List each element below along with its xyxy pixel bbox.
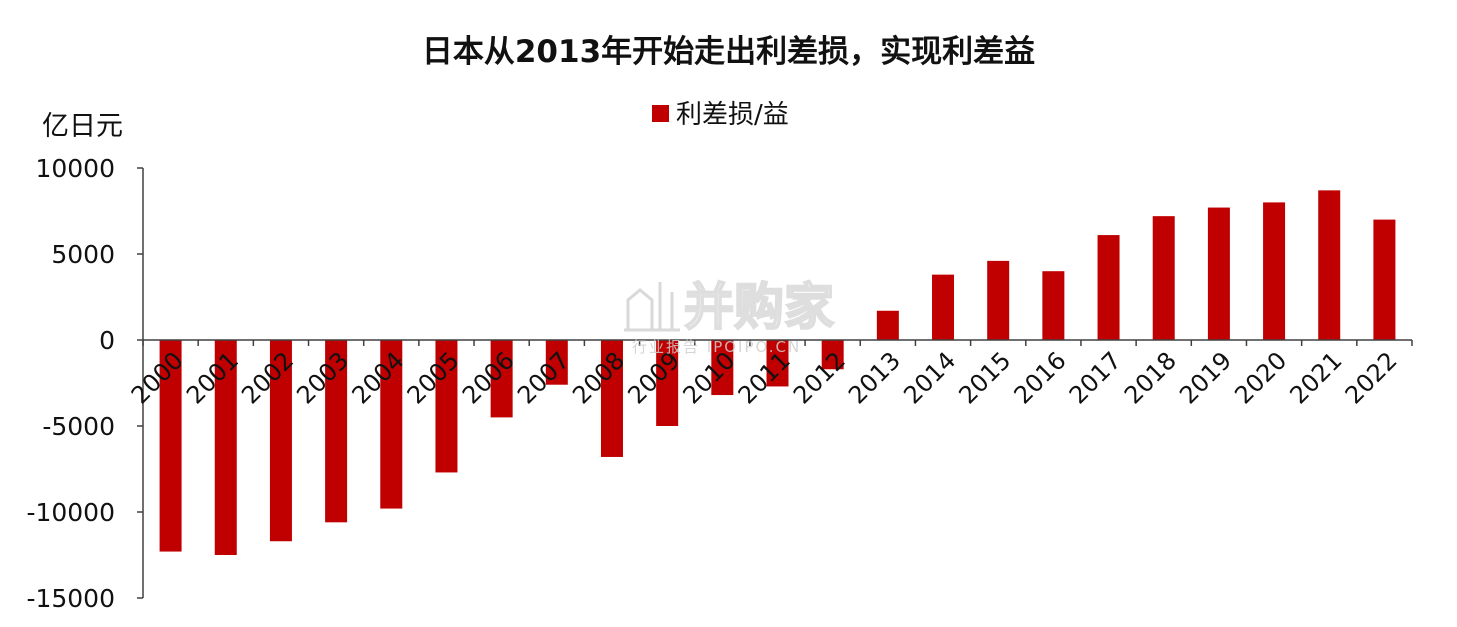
bar-2005 [435,340,458,473]
bar-2009 [656,340,679,426]
y-axis-unit-label: 亿日元 [42,111,123,142]
y-tick-label: -10000 [26,498,115,527]
bar-2007 [545,340,568,385]
x-tick-label: 2020 [1229,346,1292,409]
bar-2013 [876,310,899,340]
bar-2011 [766,340,789,387]
legend-label: 利差损/益 [676,100,789,130]
x-tick-label: 2016 [1009,346,1072,409]
y-tick-label: 5000 [51,240,115,269]
x-tick-label: 2018 [1119,346,1182,409]
bar-2002 [269,340,292,542]
bar-2021 [1318,190,1341,340]
y-tick-label: 10000 [35,154,115,183]
x-axis [142,339,1413,346]
x-tick-label: 2017 [1064,346,1127,409]
watermark-logo-icon [624,282,680,332]
bar-2015 [987,260,1010,340]
bar-2012 [821,340,844,370]
bar-2022 [1373,219,1396,340]
legend-swatch [652,105,669,122]
bar-2004 [380,340,403,509]
bar-2000 [159,340,182,552]
x-tick-label: 2022 [1340,346,1403,409]
bar-series [159,190,1396,555]
legend: 利差损/益 [652,100,789,130]
bar-2018 [1152,216,1175,340]
bar-2014 [932,274,955,340]
watermark-text: 并购家 [684,278,834,336]
bar-2016 [1042,271,1065,340]
y-tick-label: -15000 [26,584,115,613]
x-tick-label: 2015 [953,346,1016,409]
x-tick-label: 2013 [843,346,906,409]
bar-2019 [1207,207,1230,340]
x-tick-label: 2014 [898,346,961,409]
bar-2020 [1263,202,1286,340]
bar-2008 [600,340,623,457]
x-tick-label: 2019 [1174,346,1237,409]
y-tick-label: 0 [99,326,115,355]
bar-2003 [325,340,348,523]
watermark-subtext: 行业报告 IPOIPO.CN [632,338,801,356]
bar-2010 [711,340,734,396]
chart-title: 日本从2013年开始走出利差损，实现利差益 [421,34,1036,70]
bar-2017 [1097,235,1120,340]
x-tick-label: 2021 [1284,346,1347,409]
bar-2001 [214,340,237,555]
y-tick-label: -5000 [42,412,115,441]
bar-2006 [490,340,513,418]
watermark: 并购家 行业报告 IPOIPO.CN [624,277,835,356]
y-axis: -15000 -10000 -5000 0 5000 10000 [26,154,144,613]
